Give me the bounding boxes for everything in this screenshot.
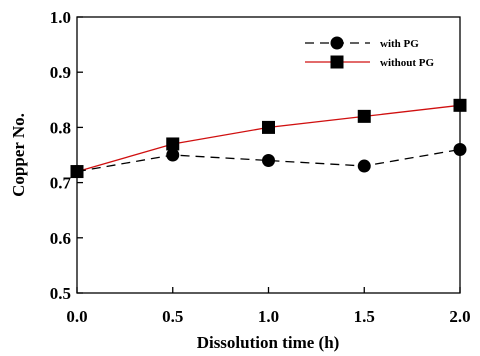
legend: with PG without PG	[305, 36, 435, 69]
y-tick-label: 0.6	[50, 229, 71, 248]
y-tick-label: 0.9	[50, 63, 71, 82]
data-point	[166, 148, 180, 162]
data-point	[453, 142, 467, 156]
legend-label: with PG	[380, 38, 419, 50]
series-layer	[70, 98, 467, 179]
x-tick-label: 1.5	[354, 307, 375, 326]
x-tick-label: 0.5	[162, 307, 183, 326]
y-tick-label: 0.7	[50, 174, 72, 193]
legend-label: without PG	[380, 57, 435, 69]
y-tick-label: 0.5	[50, 284, 71, 303]
x-axis-title: Dissolution time (h)	[197, 333, 340, 352]
x-axis-ticks: 0.0 0.5 1.0 1.5 2.0	[66, 287, 471, 326]
data-point	[166, 137, 180, 151]
data-point	[357, 159, 371, 173]
data-point	[357, 109, 371, 123]
x-tick-label: 0.0	[66, 307, 87, 326]
x-tick-label: 1.0	[258, 307, 279, 326]
y-axis-ticks: 0.5 0.6 0.7 0.8 0.9 1.0	[50, 8, 83, 303]
y-tick-label: 1.0	[50, 8, 71, 27]
y-axis-title: Copper No.	[9, 113, 28, 197]
data-point	[262, 120, 275, 134]
y-tick-label: 0.8	[50, 118, 71, 137]
data-point	[262, 154, 275, 168]
legend-marker	[330, 55, 344, 69]
series-0	[70, 142, 467, 179]
x-tick-label: 2.0	[449, 307, 470, 326]
series-line	[76, 148, 461, 173]
data-point	[70, 165, 84, 179]
data-point	[453, 98, 467, 112]
legend-marker	[330, 36, 344, 50]
